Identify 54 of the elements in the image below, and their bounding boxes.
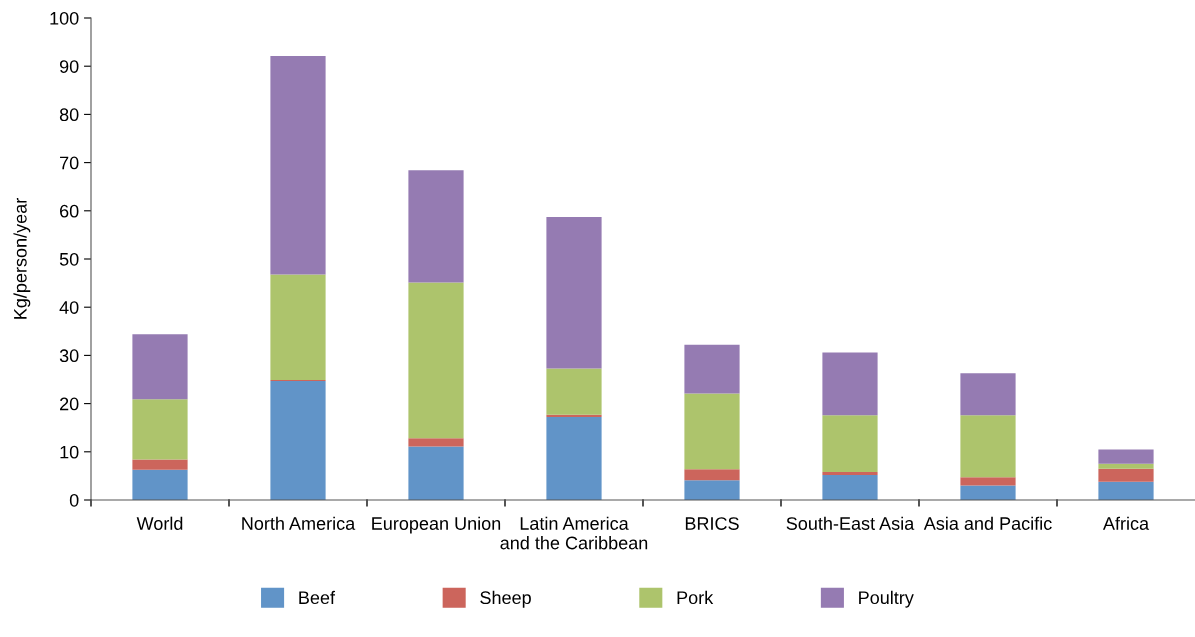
bar [270, 380, 326, 500]
bar [822, 415, 878, 473]
bar [822, 352, 878, 416]
bar [546, 217, 602, 369]
bar [132, 334, 188, 400]
bar [684, 469, 740, 481]
bar [408, 446, 464, 500]
bar [960, 373, 1016, 416]
y-tick-label: 100 [50, 11, 79, 25]
x-tick-label: Latin America and the Caribbean [500, 516, 648, 550]
x-tick-label: European Union [372, 516, 501, 534]
bar [408, 282, 464, 439]
y-tick-label: 60 [60, 204, 79, 218]
legend-label: Pork [677, 590, 714, 605]
bar [1098, 468, 1154, 482]
x-tick-label: North America [242, 516, 356, 530]
y-tick-label: 30 [59, 349, 79, 363]
bar [684, 344, 740, 394]
legend-label: Beef [299, 590, 336, 605]
bar [546, 368, 602, 415]
bar [408, 170, 464, 283]
bar [960, 415, 1016, 478]
bar [132, 399, 188, 460]
legend-label: Sheep [480, 590, 531, 608]
bar [270, 274, 326, 380]
bar [1098, 449, 1154, 464]
y-tick-label: 80 [59, 108, 79, 122]
y-tick-label: 90 [59, 60, 79, 73]
bar [132, 459, 188, 470]
bar [546, 417, 602, 500]
y-tick-label: 20 [60, 397, 79, 411]
bar [1098, 463, 1154, 469]
x-tick-label: BRICS [685, 517, 739, 530]
y-tick-label: 10 [60, 445, 79, 459]
x-tick-label: Asia and Pacific [923, 516, 1052, 530]
bar [960, 477, 1016, 486]
y-tick-label: 0 [69, 493, 79, 507]
bar [408, 438, 464, 447]
x-tick-label: Africa [1102, 516, 1150, 530]
bar [960, 485, 1016, 500]
y-tick-label: 70 [60, 156, 79, 170]
bar [684, 393, 740, 470]
bar [270, 56, 326, 275]
y-axis-title: Kg/person/year [13, 198, 31, 319]
y-tick-label: 50 [59, 252, 79, 266]
y-tick-label: 40 [59, 301, 79, 314]
bar [1098, 481, 1154, 500]
bar [822, 472, 878, 475]
x-tick-label: South-East Asia [786, 516, 915, 530]
bar [822, 474, 878, 500]
legend-label: Poultry [859, 590, 914, 608]
x-tick-label: World [136, 516, 183, 530]
bar [132, 469, 188, 500]
bar [684, 480, 740, 500]
